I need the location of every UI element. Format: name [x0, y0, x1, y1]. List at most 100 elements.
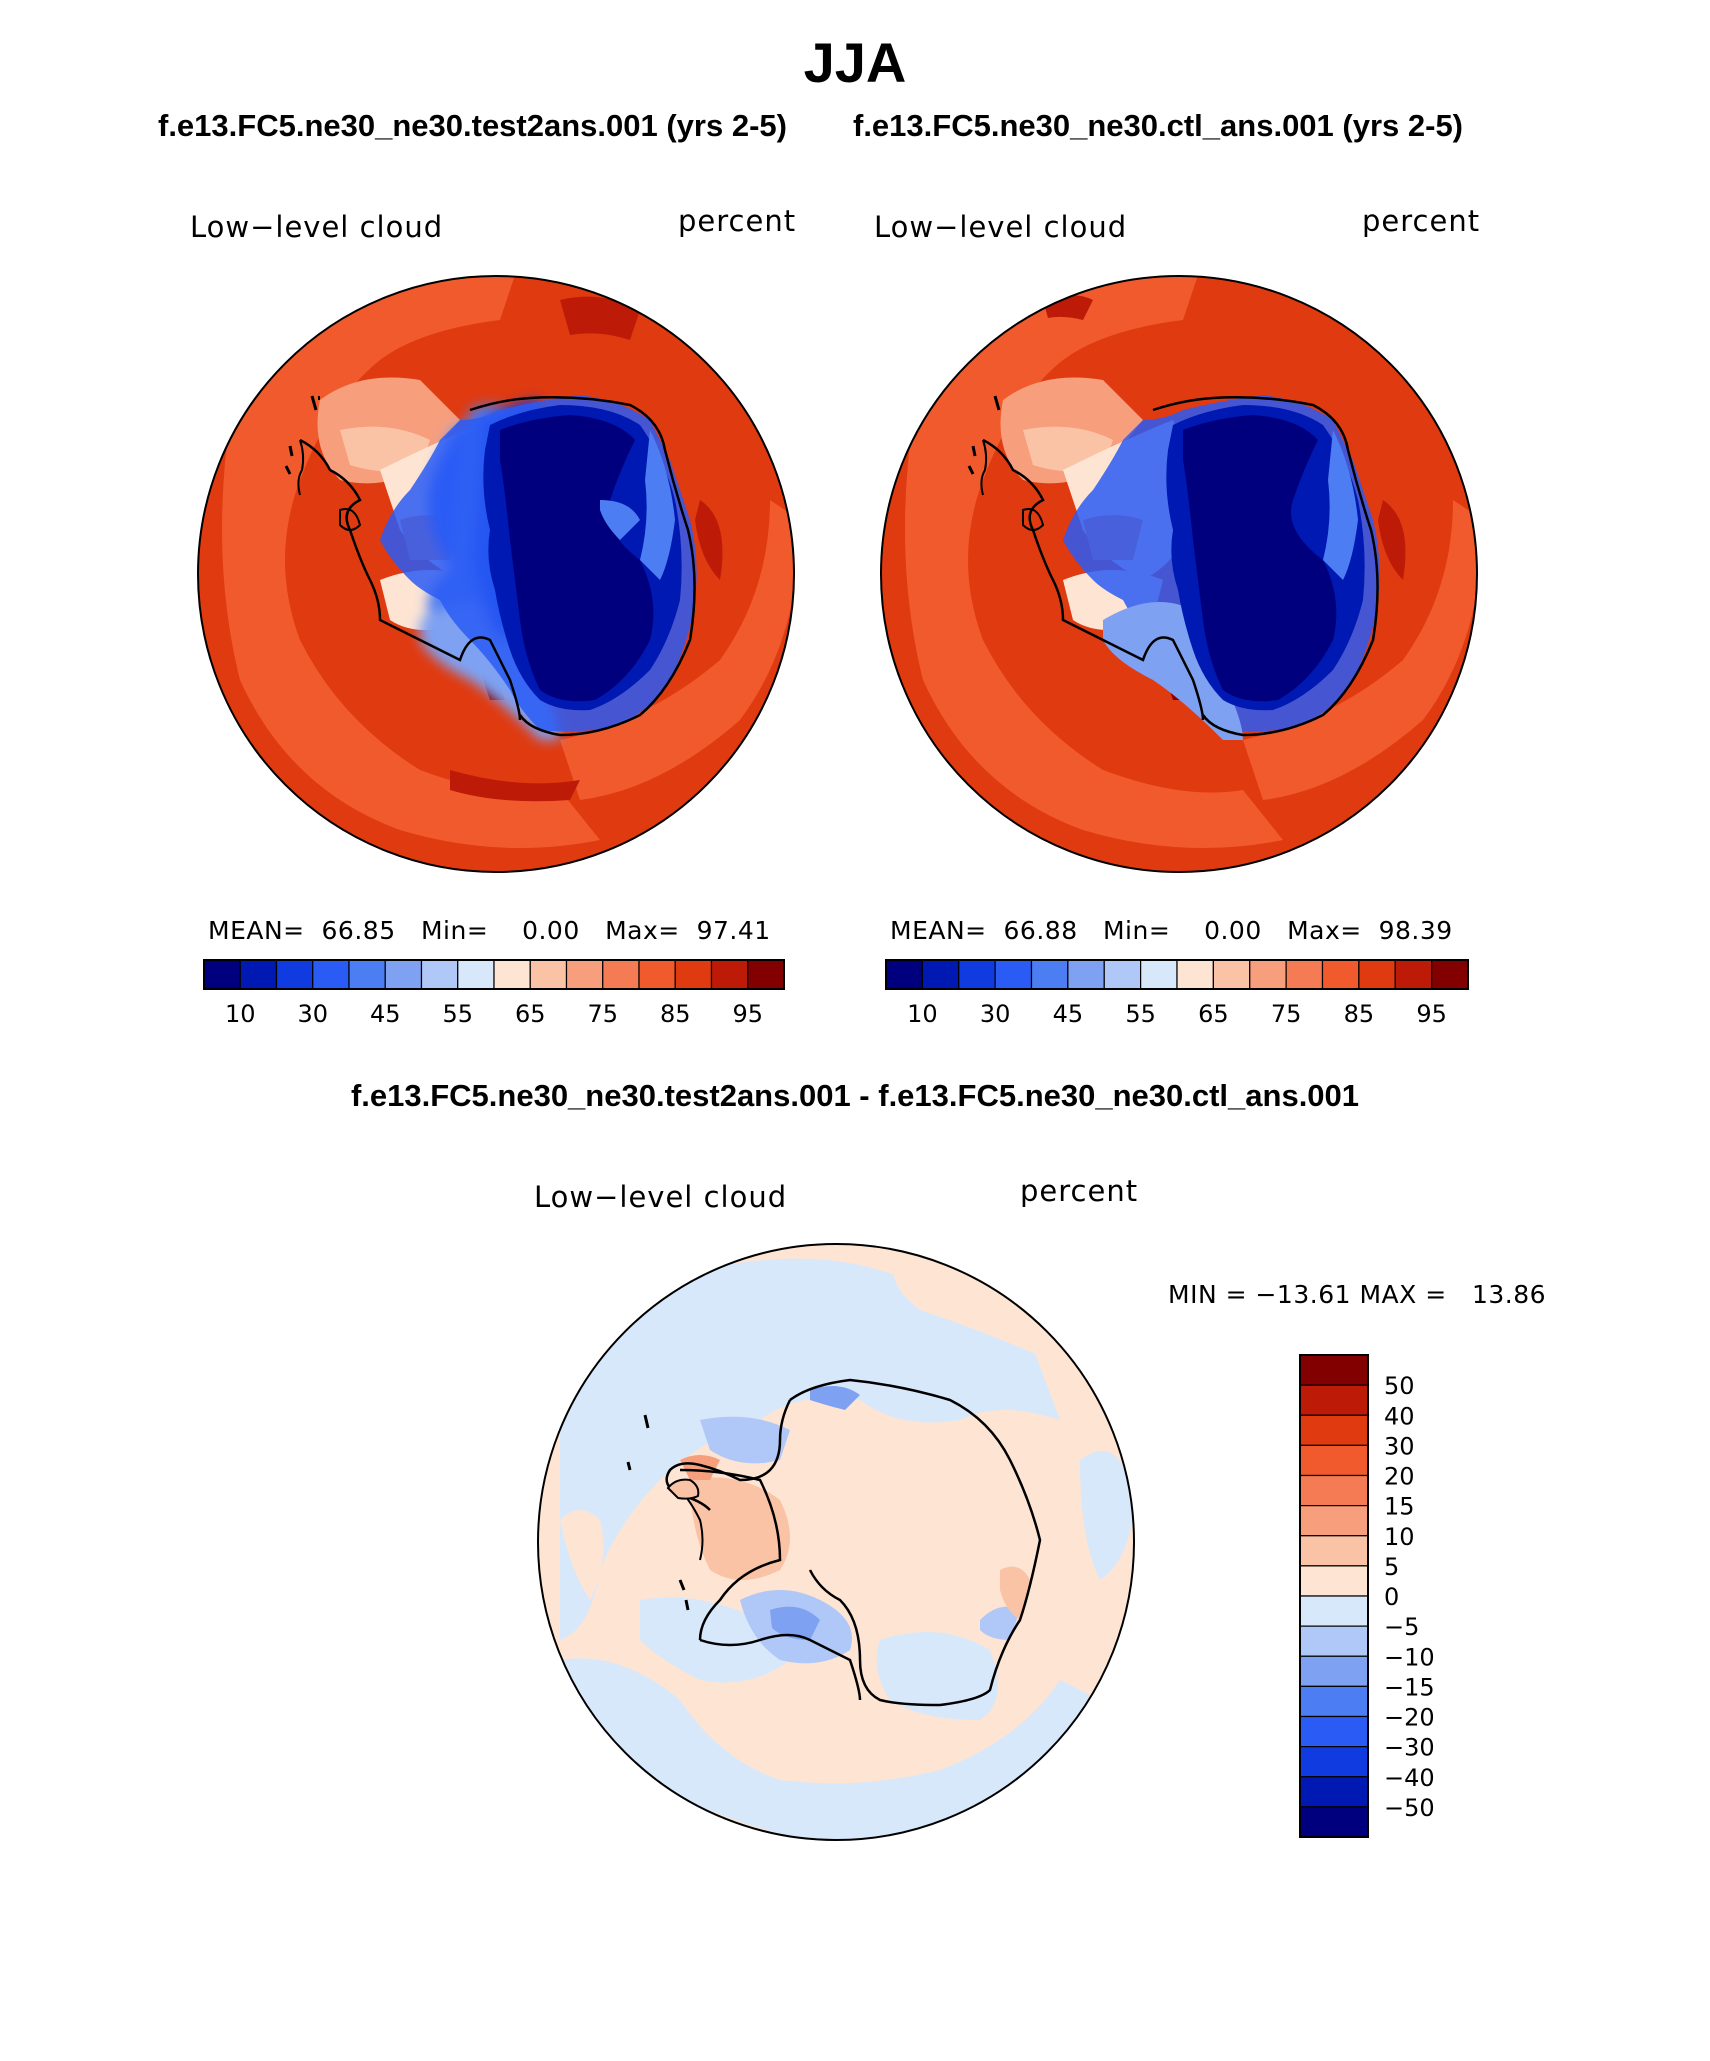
colorbar-tick-label: 75: [1271, 1000, 1302, 1028]
colorbar-tick-label: 30: [980, 1000, 1011, 1028]
colorbar-tick-label: 15: [1384, 1493, 1415, 1521]
colorbar-frame: [1299, 1354, 1369, 1838]
colorbar-swatch: [493, 959, 531, 990]
colorbar-swatch: [1176, 959, 1214, 990]
variable-label-right: Low−level cloud: [874, 210, 1128, 244]
colorbar-swatch: [1299, 1474, 1369, 1507]
colorbar-swatch: [1299, 1685, 1369, 1718]
colorbar-tick-label: −10: [1384, 1643, 1435, 1671]
colorbar-swatch: [1299, 1414, 1369, 1446]
colorbar-tick-label: 65: [515, 1000, 546, 1028]
colorbar-swatch: [1140, 959, 1178, 990]
colorbar-swatch: [1431, 959, 1469, 990]
colorbar-tick-label: 20: [1384, 1463, 1415, 1491]
colorbar-tick-label: −20: [1384, 1704, 1435, 1732]
stats-left: MEAN= 66.85 Min= 0.00 Max= 97.41: [208, 916, 771, 945]
units-label-left: percent: [678, 204, 797, 238]
colorbar-swatch: [1299, 1715, 1369, 1748]
colorbar-tick-label: 10: [225, 1000, 256, 1028]
colorbar-tick-label: −5: [1384, 1613, 1419, 1641]
mean-label: MEAN=: [208, 916, 305, 945]
colorbar-swatch: [457, 959, 495, 990]
colorbar-tick-label: 45: [370, 1000, 401, 1028]
min-label: Min=: [420, 916, 489, 945]
colorbar-swatch: [1299, 1625, 1369, 1657]
colorbar-tick-label: 65: [1198, 1000, 1229, 1028]
colorbar-swatch: [885, 959, 923, 990]
colorbar-swatch: [1394, 959, 1433, 990]
colorbar-swatch: [958, 959, 996, 990]
colorbar-swatch: [1321, 959, 1360, 990]
colorbar-swatch: [638, 959, 676, 990]
colorbar-swatch: [674, 959, 713, 990]
min-label: Min=: [1102, 916, 1171, 945]
colorbar-tick-label: 55: [1125, 1000, 1156, 1028]
colorbar-tick-label: 40: [1384, 1402, 1415, 1430]
colorbar-tick-label: −30: [1384, 1734, 1435, 1762]
mean-value: 66.88: [1003, 916, 1078, 945]
colorbar-tick-label: 85: [1344, 1000, 1375, 1028]
colorbar-swatch: [1299, 1444, 1369, 1477]
colorbar-swatch: [565, 959, 604, 990]
page-title: JJA: [803, 31, 907, 94]
colorbar-tick-label: 95: [1416, 1000, 1447, 1028]
colorbar-swatch: [747, 959, 785, 990]
colorbar-tick-label: 30: [297, 1000, 328, 1028]
colorbar-tick-label: 95: [732, 1000, 763, 1028]
colorbar-tick-label: 30: [1384, 1432, 1415, 1460]
colorbar-tick-label: 50: [1384, 1372, 1415, 1400]
colorbar-swatch: [1299, 1384, 1369, 1416]
diff-minmax: MIN = −13.61 MAX = 13.86: [1168, 1280, 1547, 1309]
colorbar-left: 10 30 45 55 65 75 85 95: [203, 959, 785, 1028]
variable-label-diff: Low−level cloud: [534, 1180, 788, 1214]
colorbar-swatch: [1299, 1806, 1369, 1838]
colorbar-swatch: [1299, 1655, 1369, 1687]
colorbar-swatch: [384, 959, 423, 990]
colorbar-tick-label: −40: [1384, 1764, 1435, 1792]
colorbar-tick-label: −50: [1384, 1794, 1435, 1822]
mean-value: 66.85: [321, 916, 396, 945]
colorbar-swatch: [1299, 1746, 1369, 1778]
max-value: 97.41: [696, 916, 771, 945]
colorbar-swatch: [1299, 1776, 1369, 1808]
stats-right: MEAN= 66.88 Min= 0.00 Max= 98.39: [890, 916, 1453, 945]
case-title-left: f.e13.FC5.ne30_ne30.test2ans.001 (yrs 2-…: [158, 108, 787, 143]
colorbar-swatch: [1299, 1354, 1369, 1386]
colorbar-swatch: [994, 959, 1033, 990]
colorbar-tick-label: 45: [1053, 1000, 1084, 1028]
max-label: Max=: [1287, 916, 1362, 945]
colorbar-tick-label: −15: [1384, 1673, 1435, 1701]
units-label-diff: percent: [1020, 1174, 1139, 1208]
colorbar-tick-label: 55: [442, 1000, 473, 1028]
colorbar-swatch: [529, 959, 568, 990]
colorbar-swatch: [1249, 959, 1287, 990]
colorbar-frame: [885, 959, 1469, 990]
colorbar-swatch: [348, 959, 386, 990]
difference-title: f.e13.FC5.ne30_ne30.test2ans.001 - f.e13…: [350, 1078, 1360, 1113]
case-title-right: f.e13.FC5.ne30_ne30.ctl_ans.001 (yrs 2-5…: [853, 108, 1464, 143]
max-label: Max=: [605, 916, 680, 945]
units-label-right: percent: [1362, 204, 1481, 238]
colorbar-swatch: [1299, 1565, 1369, 1597]
map-difference: [537, 1243, 1135, 1841]
colorbar-right: 10 30 45 55 65 75 85 95: [885, 959, 1469, 1028]
colorbar-tick-label: 75: [587, 1000, 618, 1028]
colorbar-tick-label: 10: [907, 1000, 938, 1028]
colorbar-frame: [203, 959, 785, 990]
colorbar-swatch: [312, 959, 350, 990]
colorbar-swatch: [1299, 1505, 1369, 1537]
min-value: 0.00: [1204, 916, 1262, 945]
colorbar-tick-label: 0: [1384, 1583, 1399, 1611]
colorbar-swatch: [1030, 959, 1069, 990]
map-left: [197, 275, 795, 873]
colorbar-swatch: [710, 959, 749, 990]
max-value: 98.39: [1378, 916, 1453, 945]
colorbar-swatch: [602, 959, 640, 990]
colorbar-swatch: [420, 959, 459, 990]
min-value: 0.00: [522, 916, 580, 945]
colorbar-swatch: [1103, 959, 1142, 990]
colorbar-swatch: [1067, 959, 1105, 990]
colorbar-swatch: [1358, 959, 1396, 990]
